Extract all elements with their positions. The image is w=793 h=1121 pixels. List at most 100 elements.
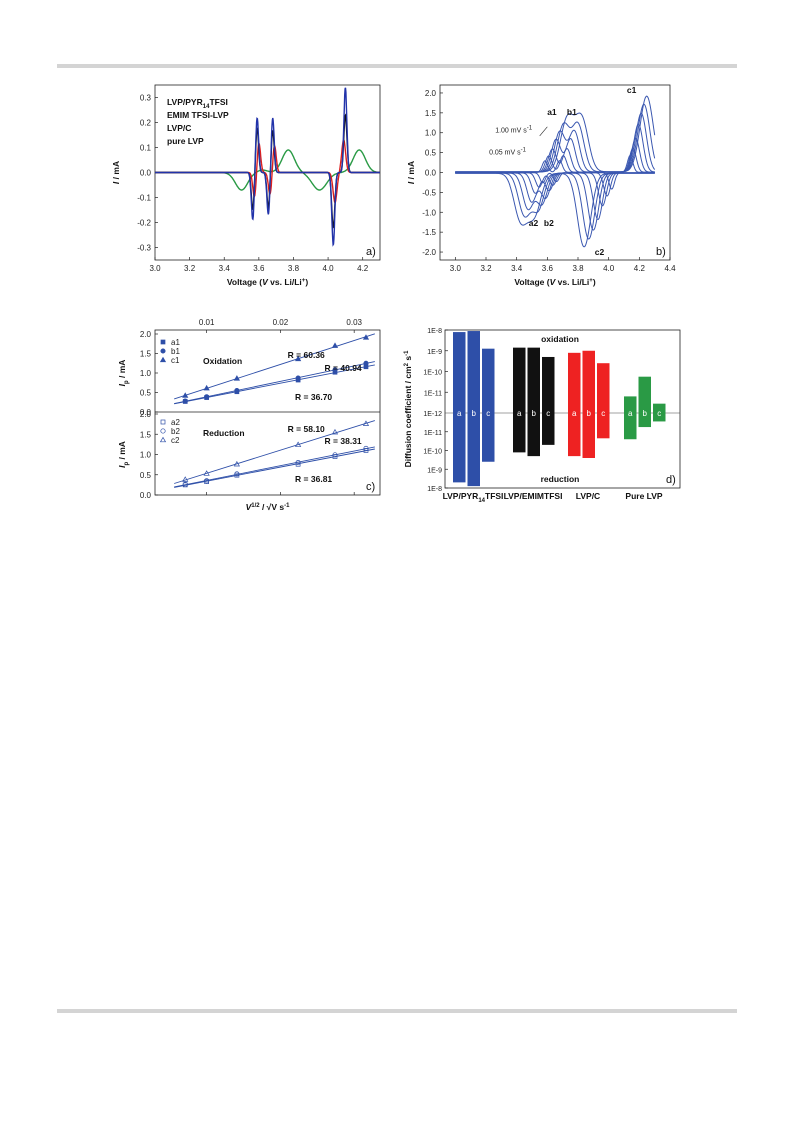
x-tick-label: 3.0 xyxy=(149,264,161,273)
bar-lvp-pyr14tfsi-a xyxy=(453,332,466,483)
point-c1 xyxy=(331,342,339,348)
chart-d: 1E-8 1E-9 1E-10 1E-11 1E-12 1E-11 1E-10 1E-9 1E-… xyxy=(403,328,681,504)
point-c2 xyxy=(203,470,210,476)
x-tick-label: 3.8 xyxy=(288,264,300,273)
r-label: R = 58.10 xyxy=(288,424,325,434)
label-b1: b1 xyxy=(567,107,577,117)
bar-sublabel: b xyxy=(643,409,648,418)
bar-sublabel: b xyxy=(532,409,537,418)
legend-label: a2 xyxy=(171,418,180,427)
y-tick-label: 1.5 xyxy=(425,109,437,118)
y-tick-label: 0.0 xyxy=(425,169,437,178)
panel-letter: b) xyxy=(656,246,666,258)
y-tick-label: 2.0 xyxy=(140,410,152,419)
point-b2 xyxy=(182,481,188,488)
point-c1 xyxy=(362,334,370,340)
y-axis-label: Ip / mA xyxy=(117,441,130,468)
y-axis-label: I / mA xyxy=(406,161,416,184)
bar-lvp-emimtfsi-c xyxy=(542,356,555,445)
y-tick-label: 1.0 xyxy=(140,369,152,378)
x-tick-label: 3.2 xyxy=(184,264,196,273)
label-slow-rate: 0.05 mV s-1 xyxy=(489,148,527,157)
label-reduction: reduction xyxy=(541,474,580,484)
bar-sublabel: c xyxy=(657,409,661,418)
bar-sublabel: b xyxy=(472,409,477,418)
y-axis-label: I / mA xyxy=(111,161,121,184)
cv-cathodic-curve xyxy=(455,172,655,231)
point-c2 xyxy=(182,476,189,482)
curve-lvp-pyr14tfsi xyxy=(155,87,380,247)
y-tick-label: 0.0 xyxy=(140,491,152,500)
panel-letter: a) xyxy=(366,246,376,258)
y-tick-label: 2.0 xyxy=(140,330,152,339)
group-label: LVP/PYR14TFSI xyxy=(443,491,504,504)
legend-label: c2 xyxy=(171,436,180,445)
x-tick-label: 4.0 xyxy=(323,264,335,273)
bar-sublabel: c xyxy=(601,409,605,418)
r-label: R = 38.31 xyxy=(325,436,362,446)
x-tick-label: 3.6 xyxy=(542,264,554,273)
y-tick-label: -0.3 xyxy=(137,244,151,253)
point-b2 xyxy=(204,478,210,484)
point-c1 xyxy=(295,355,302,362)
point-c2 xyxy=(295,441,302,447)
chart-c: 0.01 0.02 0.03 V1/2 / √V s-1 0.0 0.5 1.0 1.5 2.0… xyxy=(117,318,381,512)
bar-pure-lvp-c xyxy=(653,403,666,422)
bar-lvp-c-b xyxy=(582,350,595,458)
legend-marker xyxy=(160,419,166,425)
y-tick-label: 1.0 xyxy=(425,129,437,138)
label-b2: b2 xyxy=(544,218,554,228)
cv-anodic-curve xyxy=(455,95,656,173)
panel-letter: c) xyxy=(366,481,375,493)
legend-marker xyxy=(159,436,167,443)
cv-cathodic-curve xyxy=(455,172,655,190)
legend-label: c1 xyxy=(171,356,180,365)
legend-entry: EMIM TFSI-LVP xyxy=(167,110,229,120)
label-a2: a2 xyxy=(529,218,539,228)
bar-sublabel: a xyxy=(628,409,633,418)
point-b1 xyxy=(182,398,188,404)
legend-entry: LVP/PYR14TFSI xyxy=(167,97,228,110)
x-tick-label: 3.8 xyxy=(572,264,584,273)
point-b1 xyxy=(295,375,301,381)
x-tick-label: 3.2 xyxy=(480,264,492,273)
bar-lvp-emimtfsi-b xyxy=(527,347,540,457)
legend-entry: pure LVP xyxy=(167,136,204,146)
y-tick-label: 0.0 xyxy=(140,408,152,417)
chart-b: 3.0 3.2 3.4 3.6 3.8 4.0 4.2 4.4 -2.0 -1.5 -1.0 -0.5… xyxy=(406,84,676,287)
point-b2 xyxy=(363,445,369,451)
fit-line-b2 xyxy=(174,446,375,488)
point-c2 xyxy=(233,460,240,467)
y-tick-label: 0.1 xyxy=(140,144,152,153)
bar-sublabel: c xyxy=(486,409,490,418)
x-axis-label: V1/2 / √V s-1 xyxy=(246,502,291,512)
legend-entry: LVP/C xyxy=(167,123,191,133)
x-axis-label: Voltage (V vs. Li/Li+) xyxy=(514,277,595,287)
x-tick-label: 3.4 xyxy=(219,264,231,273)
point-b1 xyxy=(332,367,338,373)
y-tick-label: -0.1 xyxy=(137,194,151,203)
point-b1 xyxy=(234,388,240,394)
y-tick-label: 0.5 xyxy=(425,149,437,158)
x-tick-label: 4.2 xyxy=(634,264,646,273)
bar-pure-lvp-b xyxy=(638,376,651,428)
rate-arrow-line xyxy=(539,126,548,137)
group-label: LVP/EMIMTFSI xyxy=(504,491,563,501)
y-tick-label: 0.3 xyxy=(140,94,152,103)
legend-label: b2 xyxy=(171,427,180,436)
y-axis-label: Diffusion coefficient / cm2 s-1 xyxy=(403,350,413,468)
bar-lvp-pyr14tfsi-b xyxy=(467,331,480,487)
x-tick-label: 3.6 xyxy=(253,264,265,273)
x-tick-label: 0.02 xyxy=(273,318,289,327)
top-rule xyxy=(57,64,737,68)
bar-lvp-emimtfsi-a xyxy=(513,347,526,453)
y-axis-label: Ip / mA xyxy=(117,360,130,387)
cv-cathodic-curve xyxy=(455,172,655,207)
y-tick-label: 0.0 xyxy=(140,169,152,178)
y-tick-label: 1E-8 xyxy=(427,486,442,493)
point-c2 xyxy=(362,420,370,426)
y-tick-label: 1E-9 xyxy=(427,349,442,356)
bar-lvp-pyr14tfsi-c xyxy=(482,348,495,462)
y-tick-label: 1.0 xyxy=(140,451,152,460)
group-label: LVP/C xyxy=(576,491,600,501)
